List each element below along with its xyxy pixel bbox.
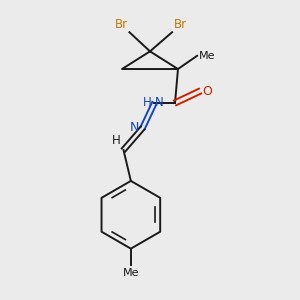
Text: Me: Me xyxy=(199,51,215,61)
Text: Me: Me xyxy=(123,268,139,278)
Text: O: O xyxy=(202,85,212,98)
Text: N: N xyxy=(130,122,139,134)
Text: H: H xyxy=(143,96,152,110)
Text: Br: Br xyxy=(115,18,128,31)
Text: N: N xyxy=(154,96,163,110)
Text: Br: Br xyxy=(174,18,187,31)
Text: H: H xyxy=(112,134,121,147)
